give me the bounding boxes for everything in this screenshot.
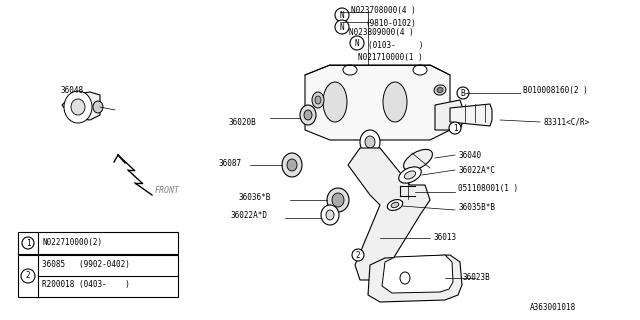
Text: 051108001(1 ): 051108001(1 ) [458, 183, 518, 193]
Ellipse shape [391, 202, 399, 208]
Text: N021710000(1 ): N021710000(1 ) [358, 52, 423, 61]
Text: 36036*B: 36036*B [238, 194, 270, 203]
Text: 36020B: 36020B [228, 117, 256, 126]
Text: 2: 2 [356, 251, 360, 260]
Text: N023708000(4 ): N023708000(4 ) [351, 5, 416, 14]
Circle shape [21, 269, 35, 283]
Text: B010008160(2 ): B010008160(2 ) [523, 85, 588, 94]
Ellipse shape [343, 65, 357, 75]
Text: 1: 1 [26, 238, 30, 247]
Circle shape [335, 20, 349, 34]
Ellipse shape [315, 96, 321, 104]
Ellipse shape [365, 136, 375, 148]
Ellipse shape [434, 85, 446, 95]
Ellipse shape [404, 171, 415, 179]
Ellipse shape [326, 210, 334, 220]
Ellipse shape [282, 153, 302, 177]
Ellipse shape [300, 105, 316, 125]
Ellipse shape [404, 149, 433, 171]
Circle shape [335, 8, 349, 22]
Ellipse shape [383, 82, 407, 122]
Text: 36013: 36013 [433, 233, 456, 242]
Polygon shape [450, 104, 492, 126]
Ellipse shape [332, 193, 344, 207]
Ellipse shape [413, 65, 427, 75]
Bar [18, 232, 178, 254]
Text: N022710000(2): N022710000(2) [42, 238, 102, 247]
Text: 36040: 36040 [458, 150, 481, 159]
Ellipse shape [399, 167, 421, 183]
Polygon shape [348, 148, 430, 280]
Ellipse shape [287, 159, 297, 171]
Text: N023809000(4 ): N023809000(4 ) [349, 28, 413, 36]
Circle shape [457, 87, 469, 99]
Ellipse shape [321, 205, 339, 225]
Text: 36087: 36087 [218, 158, 241, 167]
Text: B: B [461, 89, 465, 98]
Ellipse shape [437, 87, 443, 92]
Text: N: N [340, 11, 344, 20]
Ellipse shape [400, 272, 410, 284]
Ellipse shape [71, 99, 85, 115]
Circle shape [449, 122, 461, 134]
Circle shape [350, 36, 364, 50]
Polygon shape [435, 100, 465, 130]
Text: 36035B*B: 36035B*B [458, 204, 495, 212]
Text: A363001018: A363001018 [530, 303, 576, 313]
Text: 2: 2 [26, 271, 30, 281]
Text: N: N [355, 38, 359, 47]
Polygon shape [382, 255, 453, 293]
Text: (9810-0102): (9810-0102) [365, 19, 416, 28]
Ellipse shape [327, 188, 349, 212]
Bar [18, 255, 178, 297]
Text: (0103-     ): (0103- ) [368, 41, 424, 50]
Text: 36023B: 36023B [462, 274, 490, 283]
Ellipse shape [304, 110, 312, 120]
Text: N: N [340, 22, 344, 31]
Text: FRONT: FRONT [155, 186, 180, 195]
Ellipse shape [93, 101, 103, 113]
Circle shape [22, 237, 34, 249]
Text: 1: 1 [452, 124, 458, 132]
Text: R200018 (0403-    ): R200018 (0403- ) [42, 281, 130, 290]
Ellipse shape [360, 130, 380, 154]
Polygon shape [62, 92, 100, 120]
Text: 36048: 36048 [60, 85, 83, 94]
Ellipse shape [387, 200, 403, 211]
Ellipse shape [64, 91, 92, 123]
Text: 83311<C/R>: 83311<C/R> [543, 117, 589, 126]
Ellipse shape [323, 82, 347, 122]
Polygon shape [368, 255, 462, 302]
Text: 36085   (9902-0402): 36085 (9902-0402) [42, 260, 130, 268]
Ellipse shape [312, 92, 324, 108]
Text: 36022A*D: 36022A*D [230, 211, 267, 220]
Text: 36022A*C: 36022A*C [458, 165, 495, 174]
Polygon shape [305, 65, 450, 140]
Circle shape [352, 249, 364, 261]
